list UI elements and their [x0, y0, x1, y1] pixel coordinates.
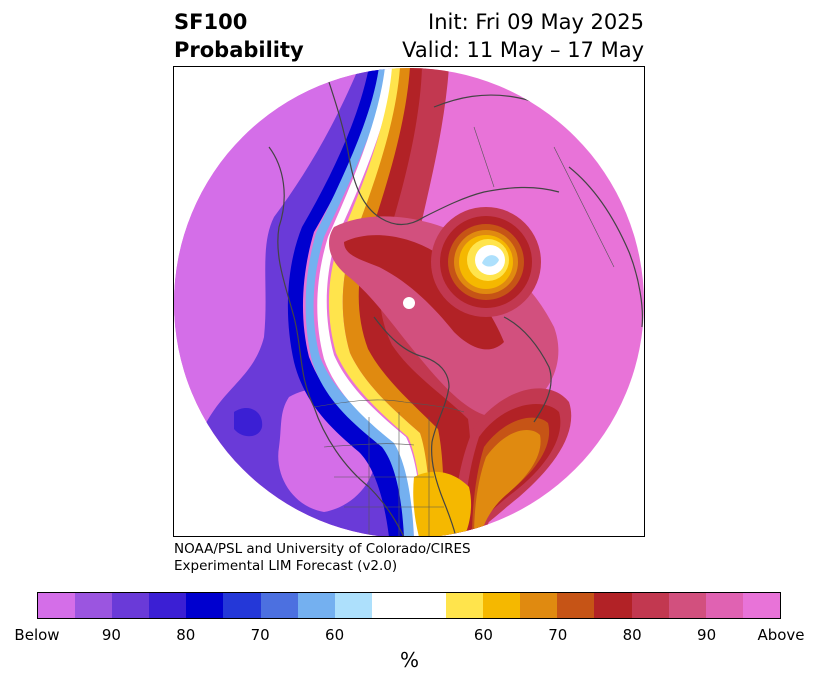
colorbar-segment	[668, 593, 706, 618]
map-svg	[174, 68, 644, 536]
date-block: Init: Fri 09 May 2025 Valid: 11 May – 17…	[402, 8, 644, 64]
field-below-core	[234, 407, 263, 437]
map-disk	[174, 68, 644, 536]
colorbar-tick-label: 90	[697, 626, 717, 644]
colorbar-tick-label: 80	[622, 626, 642, 644]
title-line-2: Probability	[174, 38, 304, 62]
colorbar-tick-label: 70	[250, 626, 270, 644]
colorbar-segment	[631, 593, 669, 618]
colorbar-unit: %	[399, 648, 419, 672]
colorbar-segment	[223, 593, 261, 618]
colorbar-segment	[483, 593, 521, 618]
colorbar-tick-label: 80	[176, 626, 196, 644]
colorbar-segment	[297, 593, 335, 618]
field-below-lightblue	[305, 68, 414, 536]
colorbar-segment	[742, 593, 780, 618]
init-date: Init: Fri 09 May 2025	[428, 10, 644, 34]
field-above-red-arc	[344, 235, 504, 350]
colorbar	[37, 592, 781, 619]
colorbar-tick-label: Above	[757, 626, 805, 644]
north-pole-marker	[403, 297, 415, 309]
colorbar-tick-label: 60	[473, 626, 493, 644]
colorbar-segment	[149, 593, 187, 618]
borders	[313, 126, 615, 536]
colorbar-segment	[520, 593, 558, 618]
colorbar-tick-label: Below	[14, 626, 60, 644]
field-southeast-gold	[413, 471, 472, 536]
arctic-core-blue	[482, 255, 499, 267]
field-above-orange	[342, 68, 446, 536]
field-below-blue	[287, 68, 406, 536]
credit-line-1: NOAA/PSL and University of Colorado/CIRE…	[174, 541, 471, 557]
title-line-1: SF100	[174, 10, 248, 34]
colorbar-segment	[408, 593, 447, 618]
colorbar-tick-label: 60	[325, 626, 345, 644]
title-block: SF100 Probability	[174, 8, 304, 64]
colorbar-segment	[371, 593, 409, 618]
credit-block: NOAA/PSL and University of Colorado/CIRE…	[174, 541, 471, 575]
colorbar-tick-label: 90	[101, 626, 121, 644]
colorbar-segment	[334, 593, 372, 618]
colorbar-segment	[446, 593, 484, 618]
colorbar-tick-label: 70	[548, 626, 568, 644]
colorbar-segment	[186, 593, 224, 618]
field-east-orange	[474, 430, 541, 536]
field-above-crimson	[379, 68, 509, 536]
field-neutral-white	[317, 68, 423, 536]
probability-map	[173, 66, 645, 537]
colorbar-segment	[705, 593, 743, 618]
colorbar-segment	[594, 593, 632, 618]
credit-line-2: Experimental LIM Forecast (v2.0)	[174, 558, 398, 574]
colorbar-segment	[38, 593, 76, 618]
colorbar-ticks: Below 90 80 70 60 60 70 80 90 Above	[14, 626, 804, 646]
valid-range: Valid: 11 May – 17 May	[402, 38, 644, 62]
colorbar-segment	[557, 593, 595, 618]
colorbar-segment	[260, 593, 298, 618]
colorbar-segment	[75, 593, 113, 618]
field-above-red	[358, 68, 474, 536]
colorbar-segment	[112, 593, 150, 618]
